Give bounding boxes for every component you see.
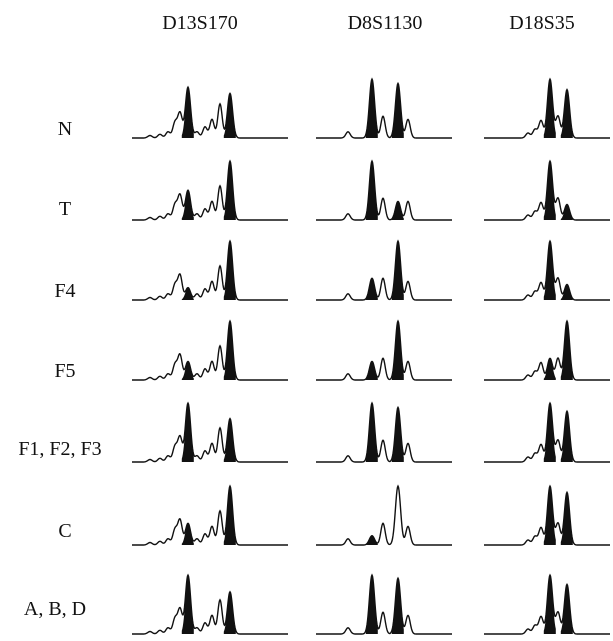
trace-d18-row-4 <box>484 401 610 463</box>
row-label-a-b-d: A, B, D <box>23 598 87 620</box>
peak-d18-row-5-b <box>560 492 573 545</box>
peak-d13-row-6-b <box>223 592 236 634</box>
peak-d18-row-2-a <box>543 241 556 300</box>
trace-d18-row-3 <box>484 319 610 381</box>
peak-d13-row-0-a <box>181 87 194 138</box>
peak-d8-row-4-b <box>391 407 404 462</box>
trace-d8-row-5 <box>316 484 452 546</box>
row-label-f5: F5 <box>54 360 76 382</box>
peak-d13-row-5-b <box>223 486 236 545</box>
trace-d18-row-0 <box>484 77 610 139</box>
row-label-f1-f2-f3: F1, F2, F3 <box>18 438 102 460</box>
peak-d18-row-0-b <box>560 89 573 138</box>
trace-d18-row-6 <box>484 573 610 635</box>
peak-d18-row-3-b <box>560 321 573 380</box>
column-header-d8s1130: D8S1130 <box>347 12 423 34</box>
column-header-d18s35: D18S35 <box>509 12 575 34</box>
peak-d18-row-6-b <box>560 584 573 634</box>
peak-d13-row-3-b <box>223 321 236 380</box>
trace-d8-row-1 <box>316 159 452 221</box>
row-label-c: C <box>58 520 72 542</box>
peak-d8-row-3-b <box>391 321 404 380</box>
trace-d18-row-2 <box>484 239 610 301</box>
trace-d18-row-1 <box>484 159 610 221</box>
trace-d13-row-2 <box>132 239 288 301</box>
peak-d18-row-1-a <box>543 161 556 220</box>
peak-d8-row-5-a <box>365 535 378 545</box>
peak-d13-row-2-b <box>223 241 236 300</box>
peak-d8-row-2-b <box>391 241 404 300</box>
row-label-f4: F4 <box>54 280 76 302</box>
peak-d18-row-1-b <box>560 204 573 220</box>
column-header-d13s170: D13S170 <box>162 12 238 34</box>
peak-d13-row-1-b <box>223 161 236 220</box>
trace-d18-row-5 <box>484 484 610 546</box>
row-label-t: T <box>58 198 72 220</box>
peak-d18-row-3-a <box>543 358 556 380</box>
peak-d18-row-4-b <box>560 411 573 462</box>
peak-d8-row-4-a <box>365 403 378 462</box>
trace-d13-row-5 <box>132 484 288 546</box>
peak-d18-row-6-a <box>543 575 556 634</box>
peak-d8-row-6-a <box>365 575 378 634</box>
peak-d8-row-6-b <box>391 578 404 634</box>
trace-d13-row-1 <box>132 159 288 221</box>
trace-d8-row-3 <box>316 319 452 381</box>
peak-d8-row-1-b <box>391 201 404 220</box>
peak-d8-row-2-a <box>365 278 378 300</box>
peak-d8-row-3-a <box>365 361 378 380</box>
trace-d8-row-6 <box>316 573 452 635</box>
peak-d13-row-4-b <box>223 418 236 462</box>
peak-d13-row-5-a <box>181 523 194 545</box>
trace-d8-row-0 <box>316 77 452 139</box>
peak-d13-row-2-a <box>181 287 194 300</box>
peak-d18-row-2-b <box>560 284 573 300</box>
peak-d13-row-1-a <box>181 190 194 220</box>
peak-d8-row-0-b <box>391 83 404 138</box>
peak-d18-row-0-a <box>543 79 556 138</box>
trace-d8-row-2 <box>316 239 452 301</box>
peak-d13-row-0-b <box>223 93 236 138</box>
trace-d13-row-6 <box>132 573 288 635</box>
trace-d13-row-4 <box>132 401 288 463</box>
peak-d13-row-4-a <box>181 403 194 462</box>
peak-d8-row-0-a <box>365 79 378 138</box>
trace-d13-row-3 <box>132 319 288 381</box>
trace-d8-row-4 <box>316 401 452 463</box>
peak-d18-row-5-a <box>543 486 556 545</box>
trace-d13-row-0 <box>132 85 288 139</box>
peak-d18-row-4-a <box>543 403 556 462</box>
peak-d8-row-1-a <box>365 161 378 220</box>
peak-d13-row-6-a <box>181 575 194 634</box>
peak-d13-row-3-a <box>181 361 194 380</box>
row-label-n: N <box>57 118 73 140</box>
